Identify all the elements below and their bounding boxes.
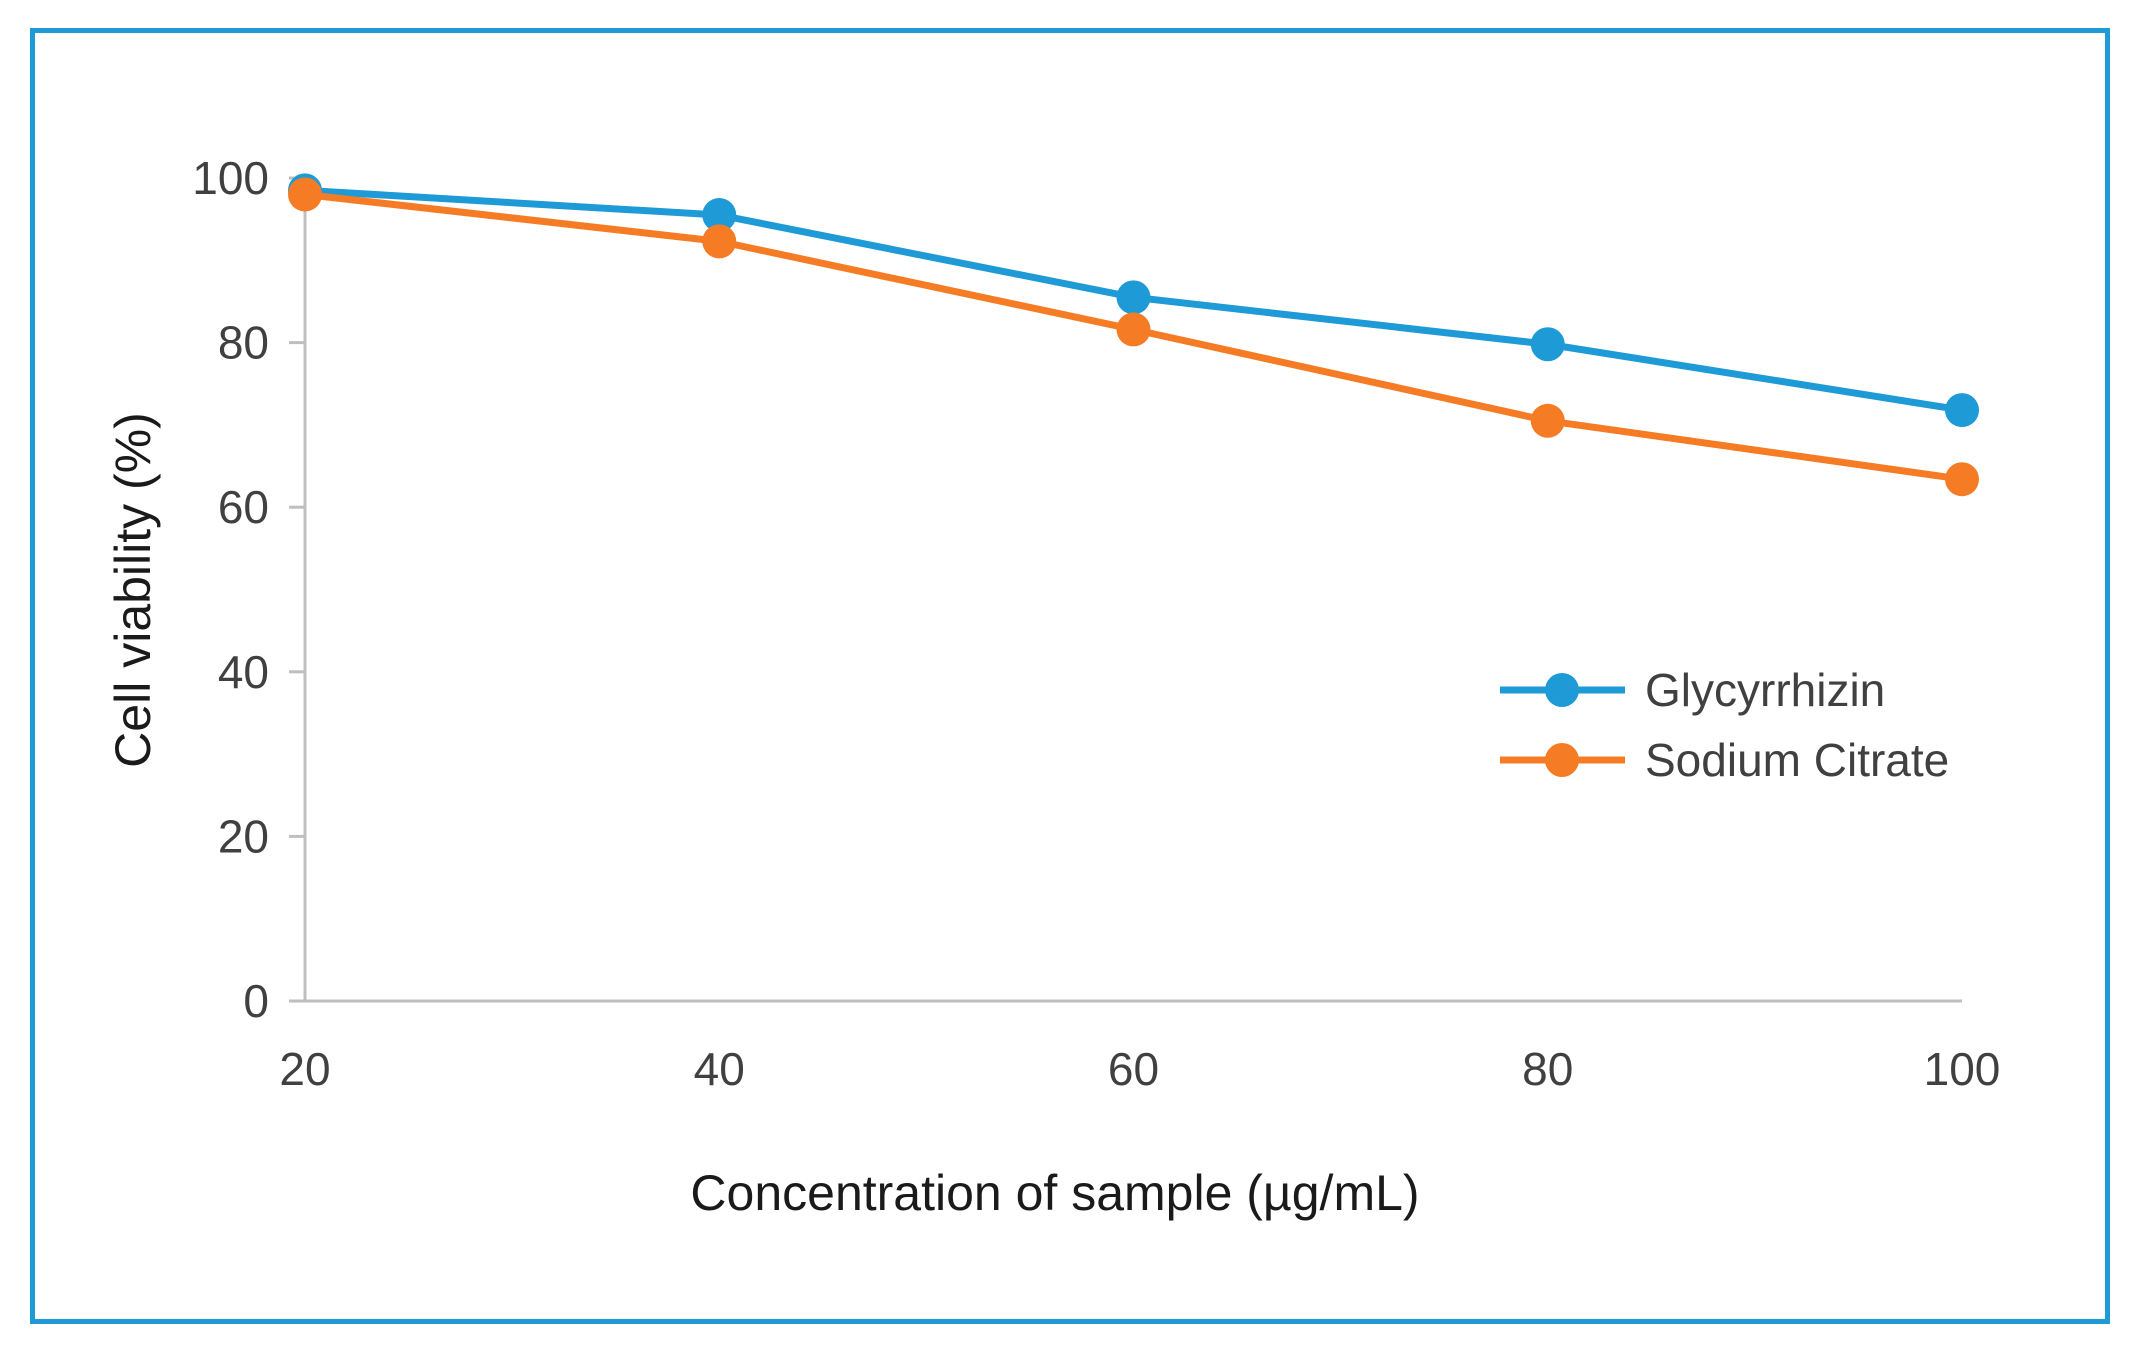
x-axis-title: Concentration of sample (µg/mL)	[690, 1165, 1419, 1221]
x-tick-label: 40	[694, 1043, 745, 1095]
data-point	[702, 224, 737, 259]
y-tick-label: 20	[218, 810, 269, 862]
legend-swatch-marker	[1545, 673, 1579, 707]
series-glycyrrhizin	[288, 173, 1979, 428]
data-point	[1530, 403, 1565, 438]
y-tick-label: 0	[243, 975, 269, 1027]
legend-label: Glycyrrhizin	[1645, 664, 1885, 716]
legend-label: Sodium Citrate	[1645, 734, 1949, 786]
x-tick-label: 20	[279, 1043, 330, 1095]
axes	[303, 178, 1962, 1003]
data-point	[1116, 280, 1151, 315]
data-point	[702, 198, 737, 233]
y-tick-labels: 0 20 40 60 80 100	[192, 152, 305, 1027]
legend-swatch-marker	[1545, 743, 1579, 777]
legend: Glycyrrhizin Sodium Citrate	[1500, 664, 1949, 786]
chart-frame	[30, 28, 2110, 1324]
data-point	[1530, 327, 1565, 362]
y-tick-label: 60	[218, 481, 269, 533]
x-tick-label: 60	[1108, 1043, 1159, 1095]
x-tick-label: 80	[1522, 1043, 1573, 1095]
y-tick-label: 80	[218, 317, 269, 369]
data-point	[1945, 462, 1979, 497]
x-tick-labels: 20 40 60 80 100	[279, 1043, 2000, 1095]
y-tick-label: 40	[218, 646, 269, 698]
data-point	[1116, 312, 1151, 347]
x-tick-label: 100	[1924, 1043, 2001, 1095]
series-sodium-citrate	[288, 177, 1979, 497]
data-point	[288, 177, 322, 212]
data-point	[1945, 393, 1979, 428]
y-axis-title: Cell viability (%)	[105, 412, 161, 768]
series-layer	[288, 173, 1979, 497]
legend-item: Sodium Citrate	[1500, 734, 1949, 786]
y-tick-label: 100	[192, 152, 269, 204]
legend-item: Glycyrrhizin	[1500, 664, 1885, 716]
